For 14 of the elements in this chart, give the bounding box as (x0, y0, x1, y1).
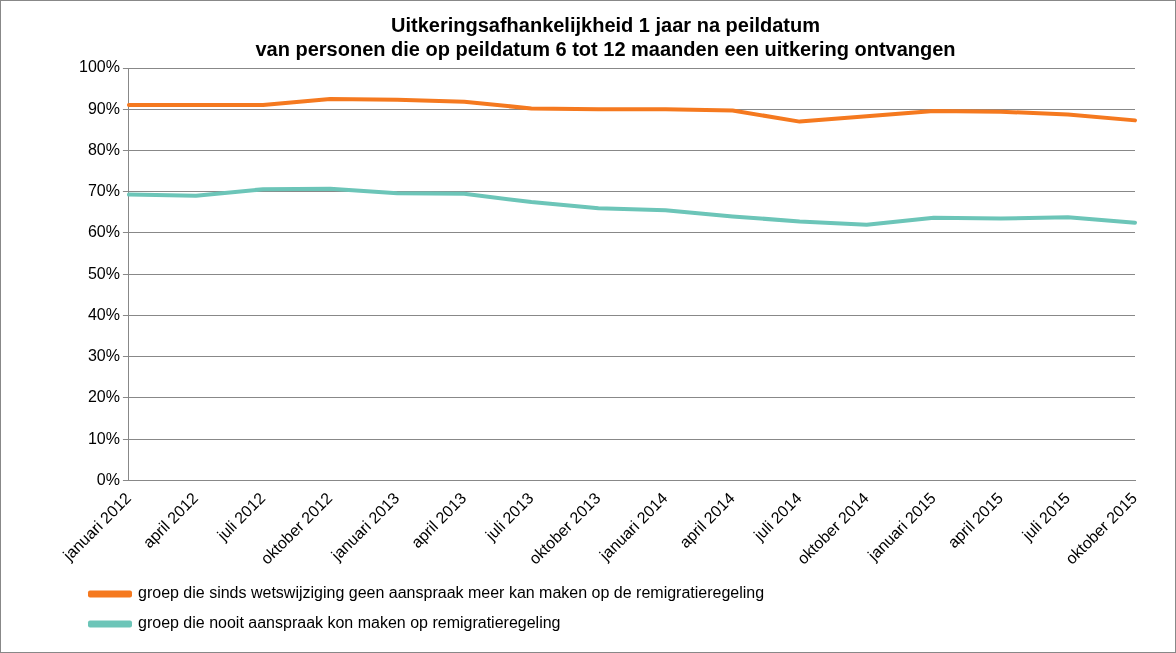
legend-label: groep die sinds wetswijziging geen aanspraak meer kan maken op de remigratieregeling (138, 584, 765, 602)
y-tick-label: 100% (79, 58, 120, 76)
y-tick-label: 90% (87, 99, 120, 117)
chart-title: Uitkeringsafhankelijkheid 1 jaar na peildatum van personen die op peildatum 6 tot 12 maanden een uitkering ontvangen (255, 13, 956, 60)
y-tick-label: 60% (87, 223, 120, 241)
y-tick-label: 30% (87, 347, 120, 365)
y-tick-label: 40% (87, 305, 120, 323)
legend-label: groep die nooit aanspraak kon maken op remigratieregeling (138, 614, 561, 632)
y-tick-label: 70% (87, 182, 120, 200)
y-tick-label: 10% (87, 429, 120, 447)
y-tick-label: 80% (87, 140, 120, 158)
y-tick-label: 0% (96, 470, 120, 488)
y-tick-label: 50% (87, 264, 120, 282)
y-tick-label: 20% (87, 388, 120, 406)
